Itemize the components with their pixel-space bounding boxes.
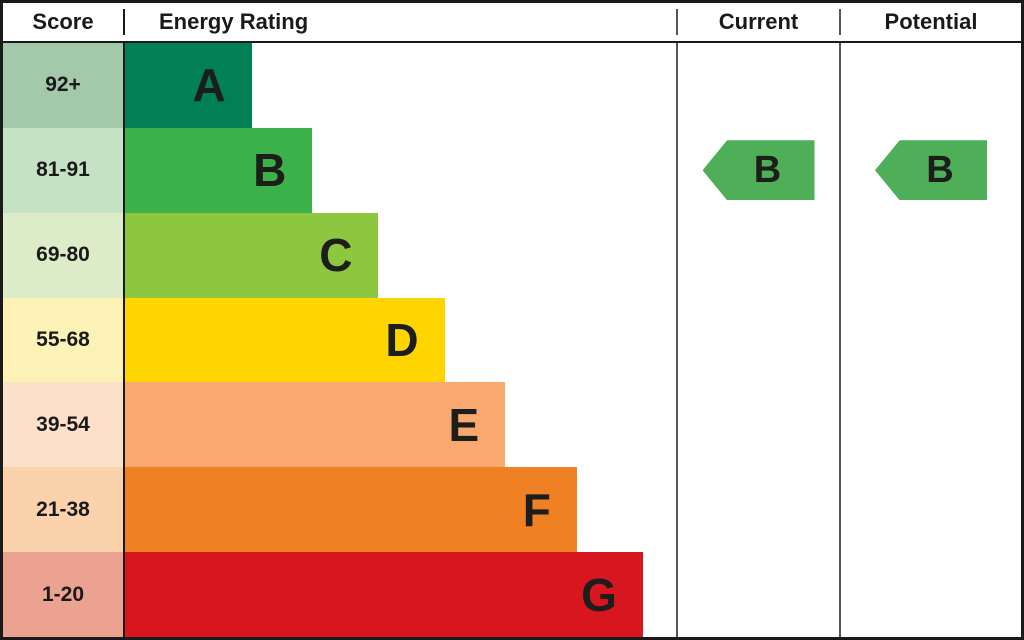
header-energy-rating: Energy Rating <box>125 9 678 35</box>
potential-rating-arrow: B <box>875 140 987 201</box>
score-label-e: 39-54 <box>36 412 90 436</box>
band-row-b: 81-91 B B B <box>3 127 1021 213</box>
score-cell-b: 81-91 <box>3 127 125 213</box>
band-letter-d: D <box>385 314 419 366</box>
band-letter-f: F <box>522 483 551 536</box>
rating-cell-a: A <box>125 43 678 128</box>
current-cell-f <box>678 467 841 553</box>
score-cell-e: 39-54 <box>3 382 125 468</box>
score-cell-f: 21-38 <box>3 467 125 553</box>
rating-cell-b: B <box>125 127 678 213</box>
score-cell-d: 55-68 <box>3 297 125 383</box>
header-current: Current <box>678 9 841 35</box>
current-cell-e <box>678 382 841 468</box>
current-cell-c <box>678 212 841 298</box>
potential-rating-letter: B <box>926 149 954 192</box>
header-score-label: Score <box>32 9 94 34</box>
rating-cell-c: C <box>125 212 678 298</box>
current-rating-letter: B <box>753 149 782 192</box>
current-cell-g <box>678 552 841 638</box>
band-row-g: 1-20 G <box>3 552 1021 638</box>
band-bar-g: G <box>125 552 643 638</box>
band-bar-e: E <box>125 382 506 468</box>
band-letter-b: B <box>253 144 287 197</box>
potential-cell-d <box>841 298 1021 383</box>
band-bar-d: D <box>125 297 445 383</box>
potential-cell-f <box>841 467 1021 552</box>
band-bar-a: A <box>125 43 252 128</box>
header-potential: Potential <box>841 9 1021 35</box>
header-current-label: Current <box>718 9 799 34</box>
current-cell-d <box>678 297 841 383</box>
band-row-d: 55-68 D <box>3 297 1021 383</box>
band-row-c: 69-80 C <box>3 212 1021 298</box>
band-row-e: 39-54 E <box>3 382 1021 468</box>
header-energy-rating-label: Energy Rating <box>159 9 309 34</box>
header-row: Score Energy Rating Current Potential <box>3 3 1021 43</box>
band-row-a: 92+ A <box>3 43 1021 128</box>
band-bar-c: C <box>125 212 379 298</box>
rating-cell-e: E <box>125 382 678 468</box>
current-cell-a <box>678 43 841 128</box>
band-row-f: 21-38 F <box>3 467 1021 553</box>
score-label-d: 55-68 <box>36 328 90 351</box>
header-potential-label: Potential <box>884 9 978 34</box>
score-cell-g: 1-20 <box>3 552 125 638</box>
score-label-g: 1-20 <box>41 582 85 606</box>
header-score: Score <box>3 9 125 35</box>
potential-cell-c <box>841 213 1021 298</box>
rating-cell-f: F <box>125 467 678 553</box>
score-label-c: 69-80 <box>36 243 90 267</box>
score-cell-a: 92+ <box>3 43 125 128</box>
score-label-a: 92+ <box>45 73 81 97</box>
rating-cell-d: D <box>125 297 678 383</box>
band-letter-e: E <box>448 398 480 451</box>
score-cell-c: 69-80 <box>3 212 125 298</box>
band-letter-a: A <box>192 59 226 112</box>
band-bar-f: F <box>125 467 577 553</box>
potential-cell-g <box>841 552 1021 637</box>
current-cell-b: B <box>678 127 841 213</box>
rating-cell-g: G <box>125 552 678 638</box>
band-letter-c: C <box>319 229 353 282</box>
band-letter-g: G <box>581 568 617 621</box>
potential-cell-a <box>841 43 1021 128</box>
current-rating-arrow: B <box>702 140 815 201</box>
potential-cell-e <box>841 382 1021 467</box>
score-label-b: 81-91 <box>36 158 90 182</box>
band-bar-b: B <box>125 127 313 213</box>
potential-cell-b: B <box>841 128 1021 213</box>
score-label-f: 21-38 <box>36 497 90 521</box>
